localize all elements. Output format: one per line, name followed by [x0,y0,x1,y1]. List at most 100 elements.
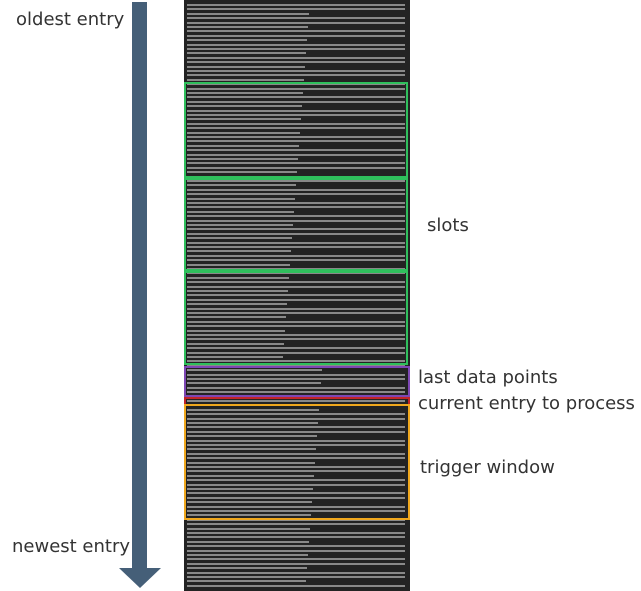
log-line [187,228,405,231]
log-line [187,369,322,372]
slots-label: slots [427,215,469,236]
log-line [187,122,405,125]
log-line [187,430,405,433]
log-line [187,562,405,565]
log-line [187,193,405,196]
log-line [187,488,313,490]
log-line [187,250,291,253]
log-line [187,426,405,429]
oldest-entry-label: oldest entry [16,9,125,30]
log-line [187,56,405,59]
log-line [187,65,305,68]
log-line [187,584,405,587]
log-line [187,386,405,389]
log-line [187,347,405,350]
log-line [187,435,317,438]
log-line [187,43,405,46]
log-line [187,26,308,28]
log-line [187,400,405,402]
log-line [187,439,405,442]
log-line [187,351,405,354]
log-line [187,285,405,288]
log-line [187,17,405,20]
log-line [187,114,405,116]
log-line [187,360,405,363]
log-line [187,312,405,314]
log-line [187,483,405,486]
log-line [187,197,295,200]
log-line [187,536,405,539]
log-line [187,276,289,279]
log-line [187,184,296,187]
log-line [187,329,285,332]
log-line [187,510,405,512]
log-line [187,52,306,55]
log-line [187,298,405,301]
log-line [187,272,405,275]
log-line [187,338,405,341]
log-panel [184,0,410,591]
log-line [187,118,301,121]
log-line [187,342,284,345]
log-line [187,162,405,165]
log-line [187,237,292,240]
log-line [187,166,405,169]
log-line [187,558,405,561]
log-line [187,492,405,495]
log-line [187,466,405,468]
log-line [187,140,405,143]
log-line [187,206,405,209]
log-line [187,61,405,64]
log-line [187,382,321,385]
log-line [187,109,405,112]
log-line [187,452,405,455]
log-line [187,246,405,248]
log-line [187,316,286,319]
log-line [187,448,316,451]
log-line [187,391,405,394]
log-line [187,48,405,50]
log-line [187,224,293,226]
log-line [187,241,405,244]
log-line [187,259,405,262]
log-line [187,479,405,482]
log-line [187,501,312,504]
log-line [187,34,405,37]
log-line [187,215,405,218]
log-line [187,567,307,570]
log-line [187,281,405,284]
log-line [187,158,298,160]
log-line [187,219,405,222]
log-line [187,232,405,235]
slot-box-3 [184,271,408,365]
log-line [187,96,405,99]
log-line [187,514,311,517]
log-line [187,576,405,578]
log-line [187,87,405,90]
log-line [187,373,405,376]
current-entry-label: current entry to process [418,393,635,414]
slot-box-1 [184,82,408,178]
log-line [187,92,303,94]
log-line [187,100,405,103]
log-line [187,171,297,174]
log-line [187,12,309,15]
log-line [187,4,405,6]
log-line [187,105,302,108]
log-line [187,290,288,292]
log-line [187,457,405,460]
log-line [187,545,405,548]
log-line [187,505,405,508]
log-line [187,325,405,328]
log-line [187,549,405,552]
log-line [187,474,314,477]
log-line [187,74,405,77]
last-data-points-label: last data points [418,367,558,388]
log-line [187,131,300,134]
trigger-window-label: trigger window [420,457,555,478]
log-line [187,254,405,257]
log-line [187,444,405,446]
log-line [187,470,405,473]
log-line [187,364,405,367]
newest-entry-label: newest entry [12,536,131,557]
